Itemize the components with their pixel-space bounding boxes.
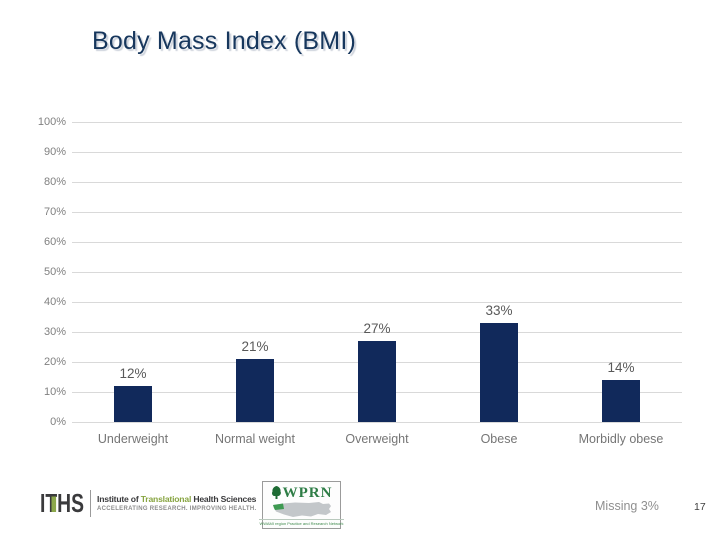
iths-logo-divider bbox=[90, 489, 91, 517]
tree-icon bbox=[271, 485, 281, 499]
gridline bbox=[72, 331, 682, 333]
iths-logo-tagline: ACCELERATING RESEARCH. IMPROVING HEALTH. bbox=[97, 505, 257, 512]
x-axis-labels: Underweight Normal weight Overweight Obese M… bbox=[72, 432, 682, 448]
slide-title: Body Mass Index (BMI) bbox=[92, 27, 357, 55]
y-axis-tick-label: 60% bbox=[43, 236, 66, 248]
y-axis-tick-label: 90% bbox=[43, 146, 66, 158]
y-axis-tick-label: 40% bbox=[43, 296, 66, 308]
svg-text:ITHS: ITHS bbox=[40, 489, 84, 517]
iths-wordmark-icon: ITHS bbox=[40, 488, 84, 518]
category-label: Obese bbox=[480, 432, 518, 446]
gridline bbox=[72, 241, 682, 243]
category-label: Overweight bbox=[345, 432, 409, 446]
gridline bbox=[72, 301, 682, 303]
iths-logo-name: Institute of Translational Health Scienc… bbox=[97, 493, 257, 504]
gridline bbox=[72, 121, 682, 123]
bar-value-label: 12% bbox=[119, 366, 147, 381]
category-label: Underweight bbox=[97, 432, 169, 446]
gridline bbox=[72, 271, 682, 273]
y-axis-tick-label: 100% bbox=[37, 116, 66, 128]
y-axis-tick-label: 30% bbox=[43, 326, 66, 338]
bmi-bar-chart: 12% 21% 27% 33% 14% bbox=[72, 121, 682, 423]
bar-value-label: 14% bbox=[607, 360, 635, 375]
y-axis-tick-label: 50% bbox=[43, 266, 66, 278]
bar-value-label: 21% bbox=[241, 339, 269, 354]
category-label: Normal weight bbox=[215, 432, 295, 446]
wprn-logo-acronym: WPRN bbox=[282, 484, 333, 501]
bar-morbidly-obese bbox=[602, 380, 640, 422]
gridline bbox=[72, 211, 682, 213]
wprn-logo-caption: WWAMI region Practice and Research Netwo… bbox=[259, 518, 344, 526]
gridline bbox=[72, 181, 682, 183]
bar-value-label: 33% bbox=[485, 303, 513, 318]
bar-overweight bbox=[358, 341, 396, 422]
bar-normal-weight bbox=[236, 359, 274, 422]
missing-note: Missing 3% bbox=[595, 499, 659, 513]
wprn-logo: WPRN WWAMI region Practice and Research … bbox=[259, 481, 344, 529]
iths-logo: ITHS Institute of Translational Health S… bbox=[40, 488, 257, 518]
iths-logo-acronym: ITHS bbox=[40, 488, 86, 518]
bar-obese bbox=[480, 323, 518, 422]
bar-underweight bbox=[114, 386, 152, 422]
y-axis-tick-label: 80% bbox=[43, 176, 66, 188]
y-axis-tick-label: 10% bbox=[43, 386, 66, 398]
bar-value-label: 27% bbox=[363, 321, 391, 336]
us-map-icon bbox=[272, 501, 331, 517]
category-label: Morbidly obese bbox=[578, 432, 664, 446]
y-axis-tick-label: 0% bbox=[50, 416, 66, 428]
page-number: 17 bbox=[694, 501, 706, 513]
gridline bbox=[72, 151, 682, 153]
gridline bbox=[72, 421, 682, 423]
y-axis-tick-label: 70% bbox=[43, 206, 66, 218]
y-axis-tick-label: 20% bbox=[43, 356, 66, 368]
y-axis-labels: 0% 10% 20% 30% 40% 50% 60% 70% 80% 90% 100% bbox=[18, 116, 66, 428]
